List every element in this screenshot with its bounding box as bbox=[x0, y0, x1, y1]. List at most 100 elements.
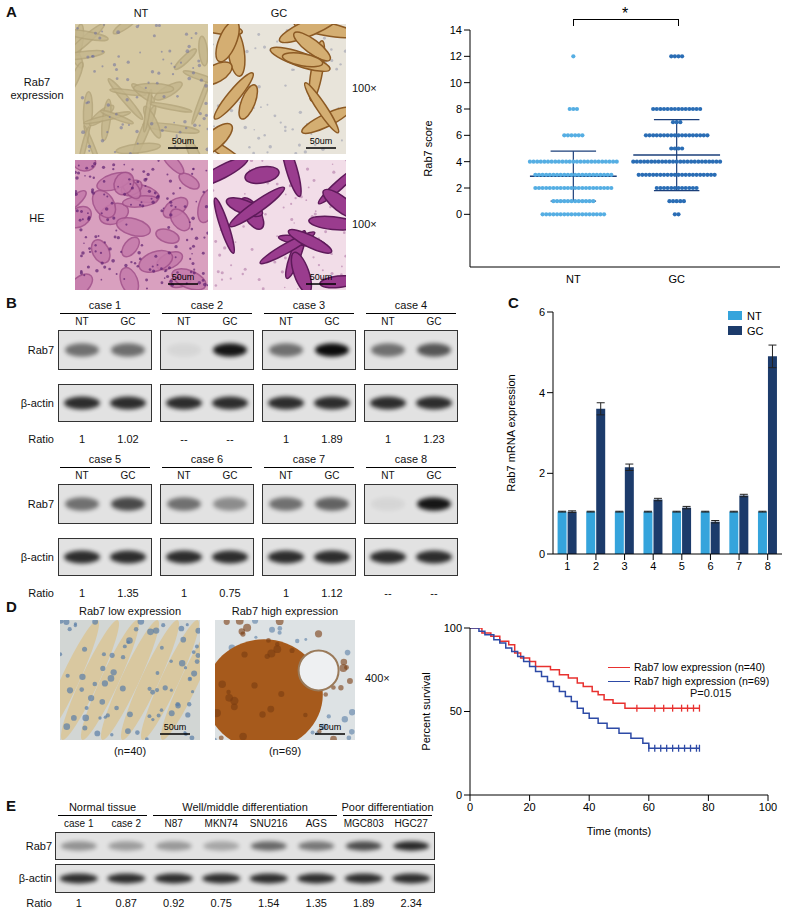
svg-text:0: 0 bbox=[539, 548, 545, 560]
html-text:Rab7: Rab7 bbox=[27, 498, 54, 510]
html-text:Rab7: Rab7 bbox=[25, 840, 52, 852]
html-text:Well/middle differentiation: Well/middle differentiation bbox=[182, 801, 308, 813]
html-text:case 2: case 2 bbox=[190, 299, 224, 311]
html-text:B: B bbox=[6, 294, 17, 311]
html-text:1.89: 1.89 bbox=[353, 897, 375, 909]
html-text:A: A bbox=[6, 3, 17, 20]
html-text:case 3: case 3 bbox=[292, 299, 326, 311]
html-text:GC: GC bbox=[324, 316, 340, 327]
html-text:β-actin: β-actin bbox=[18, 872, 52, 884]
svg-text:Rab7 mRNA expression: Rab7 mRNA expression bbox=[505, 374, 517, 491]
svg-text:50um: 50um bbox=[172, 272, 195, 282]
svg-text:GC: GC bbox=[668, 273, 685, 285]
html-text:2.34: 2.34 bbox=[400, 897, 422, 909]
svg-text:50um: 50um bbox=[310, 136, 333, 146]
html-text:case 8: case 8 bbox=[394, 453, 428, 465]
svg-text:6: 6 bbox=[707, 560, 713, 572]
svg-text:60: 60 bbox=[643, 801, 655, 813]
html-text:Rab7 high expression: Rab7 high expression bbox=[231, 605, 339, 617]
svg-text:Time (monts): Time (monts) bbox=[587, 825, 651, 837]
html-text:NT: NT bbox=[747, 309, 762, 322]
svg-text:100: 100 bbox=[444, 622, 462, 634]
html-text:NT: NT bbox=[279, 316, 293, 327]
svg-text:4: 4 bbox=[539, 387, 545, 399]
svg-text:3: 3 bbox=[622, 560, 628, 572]
svg-text:50um: 50um bbox=[319, 722, 342, 732]
html-text:Rab7: Rab7 bbox=[27, 344, 54, 356]
html-text:100×: 100× bbox=[352, 218, 377, 230]
svg-text:1: 1 bbox=[564, 560, 570, 572]
svg-text:12: 12 bbox=[450, 50, 462, 62]
html-text:Ratio: Ratio bbox=[28, 433, 54, 445]
svg-text:2: 2 bbox=[539, 467, 545, 479]
svg-text:40: 40 bbox=[583, 801, 595, 813]
html-text:case 7: case 7 bbox=[292, 453, 326, 465]
svg-text:6: 6 bbox=[539, 306, 545, 318]
html-text:GC: GC bbox=[270, 7, 288, 19]
svg-text:Rab7 score: Rab7 score bbox=[422, 120, 434, 176]
html-text:Poor differentiation: Poor differentiation bbox=[341, 801, 434, 813]
svg-text:20: 20 bbox=[523, 801, 535, 813]
html-text:Rab7 expression: Rab7 expression bbox=[10, 76, 64, 101]
html-text:100×: 100× bbox=[352, 82, 377, 94]
svg-text:6: 6 bbox=[456, 129, 462, 141]
html-text:NT: NT bbox=[177, 316, 191, 327]
svg-text:0: 0 bbox=[467, 801, 473, 813]
html-text:GC: GC bbox=[120, 316, 136, 327]
html-text:Normal tissue: Normal tissue bbox=[68, 801, 137, 813]
html-text:1.35: 1.35 bbox=[117, 587, 139, 599]
html-text:NT: NT bbox=[75, 316, 89, 327]
html-text:P=0.015: P=0.015 bbox=[690, 687, 732, 699]
svg-text:0: 0 bbox=[456, 789, 462, 801]
svg-text:50: 50 bbox=[450, 705, 462, 717]
html-text:case 5: case 5 bbox=[88, 453, 122, 465]
html-text:1.89: 1.89 bbox=[321, 433, 343, 445]
html-text:β-actin: β-actin bbox=[20, 551, 54, 563]
html-text:0.92: 0.92 bbox=[163, 897, 185, 909]
html-text:case 6: case 6 bbox=[190, 453, 224, 465]
html-text:Rab7 low expression: Rab7 low expression bbox=[78, 605, 182, 617]
html-text:Rab7 high expression (n=69): Rab7 high expression (n=69) bbox=[634, 675, 770, 687]
svg-text:50um: 50um bbox=[310, 272, 333, 282]
html-text:0.87: 0.87 bbox=[115, 897, 137, 909]
svg-text:4: 4 bbox=[456, 156, 462, 168]
svg-text:10: 10 bbox=[450, 77, 462, 89]
svg-text:0: 0 bbox=[456, 208, 462, 220]
html-text:HE: HE bbox=[29, 212, 45, 224]
html-text:GC: GC bbox=[222, 316, 238, 327]
html-text:1.23: 1.23 bbox=[423, 433, 445, 445]
html-text:Rab7 low expression (n=40): Rab7 low expression (n=40) bbox=[634, 661, 765, 673]
svg-text:4: 4 bbox=[650, 560, 656, 572]
svg-text:14: 14 bbox=[450, 24, 462, 36]
svg-text:8: 8 bbox=[456, 103, 462, 115]
svg-text:2: 2 bbox=[593, 560, 599, 572]
html-text:β-actin: β-actin bbox=[20, 397, 54, 409]
html-text:1.54: 1.54 bbox=[258, 897, 280, 909]
html-text:(n=40): (n=40) bbox=[113, 745, 147, 757]
html-text:1.02: 1.02 bbox=[117, 433, 139, 445]
html-text:0.75: 0.75 bbox=[219, 587, 241, 599]
html-text:(n=69): (n=69) bbox=[268, 745, 302, 757]
svg-text:50um: 50um bbox=[172, 136, 195, 146]
html-text:Ratio: Ratio bbox=[26, 897, 52, 909]
html-text:case 4: case 4 bbox=[394, 299, 428, 311]
html-text:1.12: 1.12 bbox=[321, 587, 343, 599]
html-text:C: C bbox=[508, 294, 519, 311]
svg-text:80: 80 bbox=[702, 801, 714, 813]
svg-text:100: 100 bbox=[759, 801, 777, 813]
svg-text:2: 2 bbox=[456, 182, 462, 194]
html-text:NT: NT bbox=[133, 7, 149, 19]
html-text:GC: GC bbox=[747, 324, 764, 337]
html-text:case 1: case 1 bbox=[88, 299, 122, 311]
html-text:D: D bbox=[6, 598, 17, 615]
svg-text:NT: NT bbox=[566, 273, 581, 285]
svg-text:7: 7 bbox=[736, 560, 742, 572]
html-text:Ratio: Ratio bbox=[28, 587, 54, 599]
svg-text:5: 5 bbox=[679, 560, 685, 572]
svg-text:8: 8 bbox=[765, 560, 771, 572]
html-text:400×: 400× bbox=[365, 672, 390, 684]
svg-text:Percent survival: Percent survival bbox=[420, 672, 432, 750]
svg-text:50um: 50um bbox=[164, 722, 187, 732]
html-text:0.75: 0.75 bbox=[210, 897, 232, 909]
html-text:1.35: 1.35 bbox=[305, 897, 327, 909]
